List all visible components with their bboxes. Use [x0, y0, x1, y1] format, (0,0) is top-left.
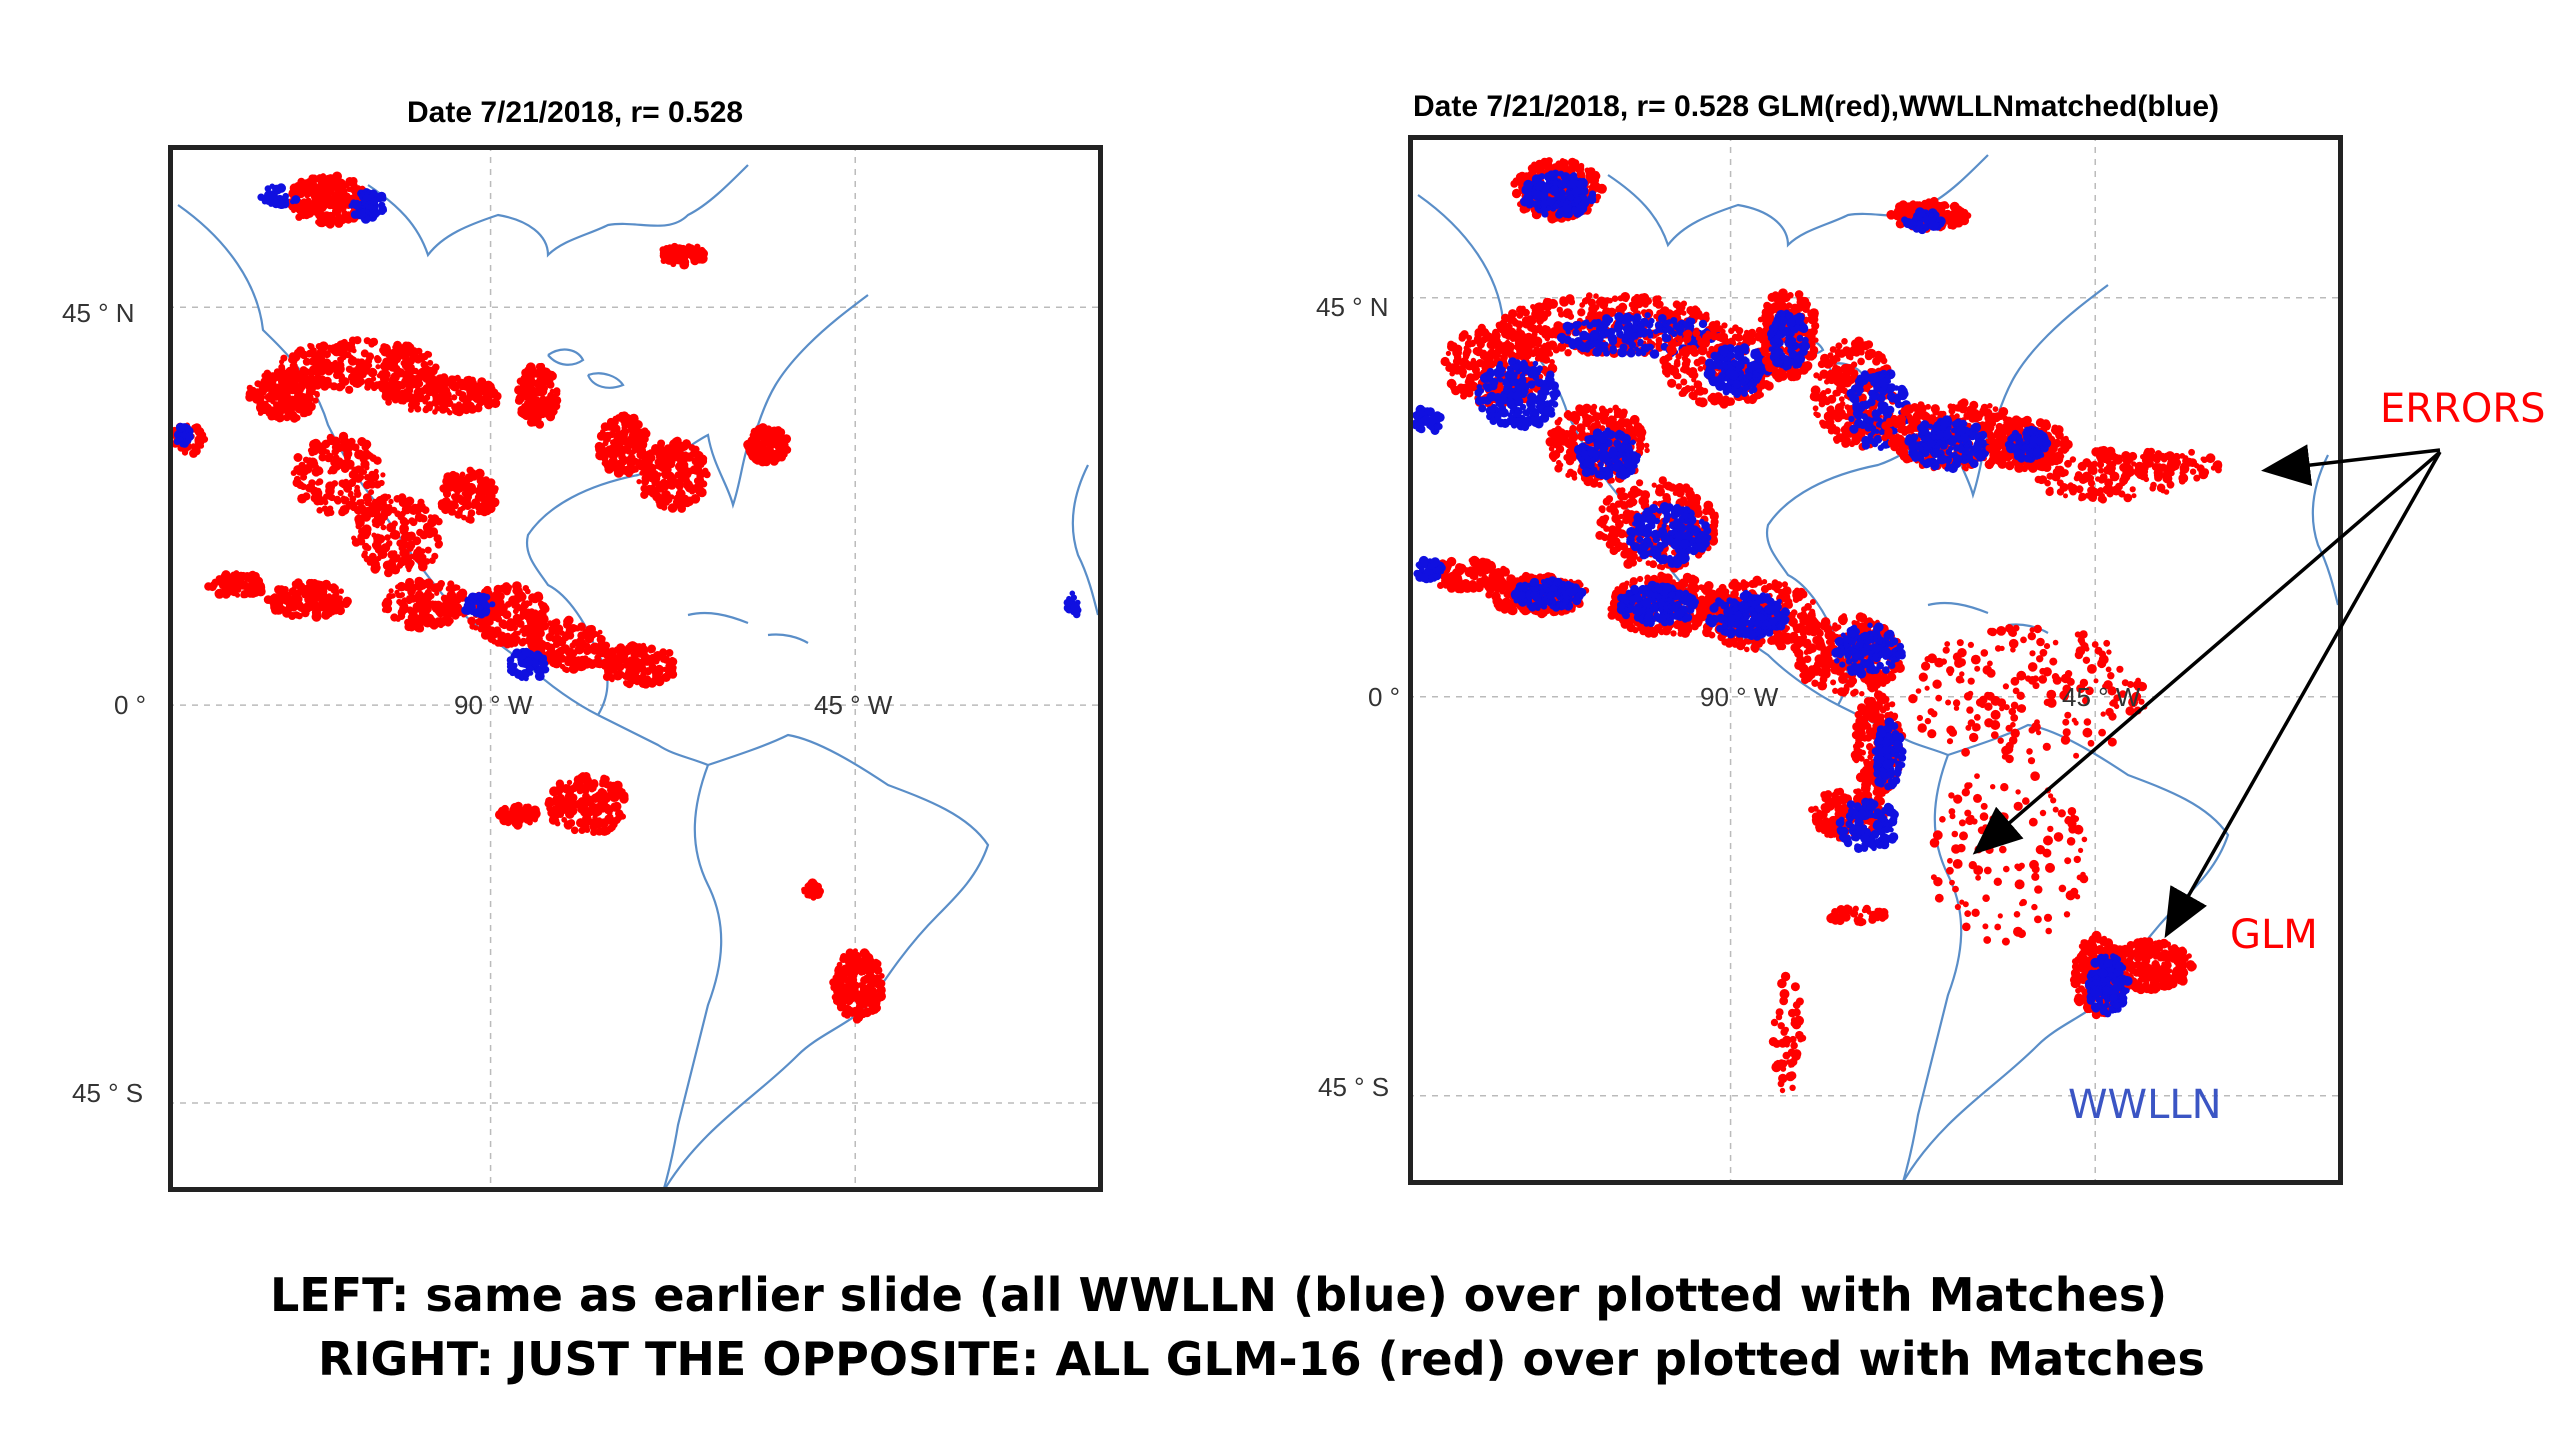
lightning-cluster	[290, 431, 386, 517]
right-tick-45s: 45 ° S	[1318, 1072, 1390, 1102]
coastline	[547, 348, 585, 366]
lightning-cluster	[173, 422, 194, 448]
lightning-cluster	[1904, 415, 1991, 474]
coastline	[367, 164, 749, 258]
coastline	[767, 633, 809, 644]
caption-line-1: LEFT: same as earlier slide (all WWLLN (…	[270, 1268, 2168, 1322]
left-lightning-clusters	[169, 171, 1082, 1024]
lightning-cluster	[801, 878, 824, 901]
lightning-cluster	[1063, 590, 1082, 619]
right-tick-0: 0 °	[1368, 682, 1401, 712]
lightning-cluster	[1510, 576, 1587, 612]
lightning-cluster	[381, 373, 502, 417]
coastline	[1071, 464, 1100, 616]
right-tick-45w: 45 ° W	[2062, 682, 2141, 712]
lightning-cluster	[1413, 555, 1446, 584]
right-tick-45n: 45 ° N	[1316, 292, 1389, 322]
lightning-cluster	[1626, 502, 1712, 569]
coastline	[661, 764, 723, 1192]
right-panel-title: Date 7/21/2018, r= 0.528 GLM(red),WWLLNm…	[1413, 90, 2220, 123]
lightning-cluster	[204, 570, 266, 599]
left-tick-45w: 45 ° W	[814, 690, 893, 720]
lightning-cluster	[437, 466, 500, 524]
lightning-cluster	[1768, 971, 1807, 1094]
lightning-cluster	[544, 772, 629, 837]
lightning-cluster	[381, 576, 472, 633]
left-map	[168, 145, 1103, 1192]
errors-label: ERRORS	[2380, 386, 2546, 432]
lightning-cluster	[1411, 404, 1445, 435]
lightning-cluster	[1831, 622, 1906, 679]
lightning-cluster	[1705, 589, 1790, 641]
left-tick-45s: 45 ° S	[72, 1078, 144, 1108]
lightning-cluster	[461, 592, 496, 619]
coastline	[1927, 601, 1989, 615]
caption-line-2: RIGHT: JUST THE OPPOSITE: ALL GLM-16 (re…	[318, 1332, 2205, 1386]
lightning-cluster	[1901, 207, 1946, 235]
lightning-cluster	[1474, 357, 1561, 432]
glm-label: GLM	[2230, 912, 2318, 958]
lightning-cluster	[1835, 797, 1899, 854]
left-tick-45n: 45 ° N	[62, 298, 135, 328]
coastline	[586, 372, 625, 389]
lightning-cluster	[1573, 427, 1641, 481]
left-map-frame	[168, 145, 1103, 1192]
wwlln-label: WWLLN	[2068, 1082, 2222, 1128]
lightning-cluster	[743, 423, 792, 467]
coastline	[687, 611, 749, 625]
lightning-cluster	[514, 362, 562, 429]
lightning-cluster	[495, 801, 541, 830]
lightning-cluster	[2084, 953, 2133, 1018]
lightning-cluster	[287, 171, 372, 229]
lightning-cluster	[1520, 169, 1597, 219]
lightning-cluster	[593, 641, 678, 689]
lightning-cluster	[1871, 717, 1907, 791]
coastline	[662, 733, 990, 1192]
lightning-cluster	[1929, 771, 2089, 946]
lightning-cluster	[506, 647, 550, 682]
left-panel-title: Date 7/21/2018, r= 0.528	[407, 96, 744, 129]
lightning-cluster	[1826, 904, 1889, 927]
lightning-cluster	[524, 615, 611, 674]
left-tick-0: 0 °	[114, 690, 147, 720]
coastline	[2311, 454, 2340, 606]
coastline	[597, 714, 709, 767]
lightning-cluster	[257, 183, 301, 209]
lightning-cluster	[636, 436, 711, 513]
right-map	[1408, 135, 2343, 1185]
lightning-cluster	[351, 493, 443, 578]
right-tick-90w: 90 ° W	[1700, 682, 1779, 712]
lightning-cluster	[348, 188, 387, 224]
lightning-cluster	[659, 242, 708, 270]
left-tick-90w: 90 ° W	[454, 690, 533, 720]
lightning-cluster	[1767, 309, 1811, 371]
lightning-cluster	[829, 948, 886, 1024]
lightning-cluster	[1703, 343, 1773, 398]
lightning-cluster	[263, 578, 352, 622]
lightning-cluster	[1616, 580, 1699, 628]
